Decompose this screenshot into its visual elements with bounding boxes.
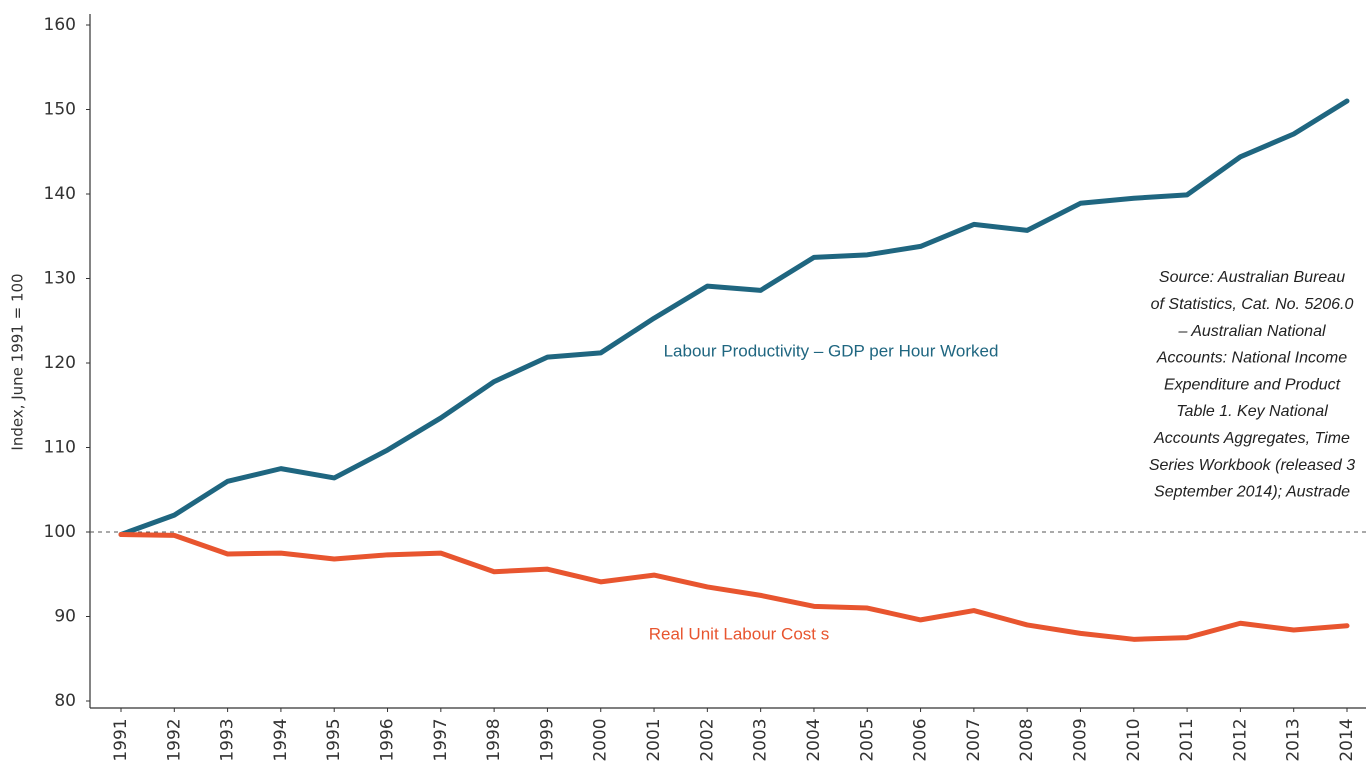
- x-tick-label: 2008: [1017, 718, 1037, 761]
- source-note: Accounts: National Income: [1156, 350, 1347, 367]
- y-tick-label: 90: [54, 607, 76, 627]
- series-line: [118, 532, 1350, 642]
- series-label: Labour Productivity – GDP per Hour Worke…: [664, 341, 999, 360]
- x-tick-label: 2002: [697, 718, 717, 761]
- x-tick-label: 2000: [591, 718, 611, 761]
- x-tick-label: 2005: [857, 718, 877, 761]
- source-note: Source: Australian Bureau: [1159, 269, 1345, 286]
- x-tick-label: 1998: [484, 718, 504, 761]
- x-tick-label: 1995: [324, 718, 344, 761]
- x-tick-label: 2011: [1177, 718, 1197, 761]
- source-note: Expenditure and Product: [1164, 376, 1341, 393]
- y-tick-label: 150: [44, 100, 76, 120]
- x-tick-label: 2012: [1230, 718, 1250, 761]
- series-line: [118, 98, 1350, 538]
- x-tick-label: 1999: [537, 718, 557, 761]
- source-note: – Australian National: [1177, 323, 1325, 340]
- y-tick-label: 130: [44, 269, 76, 289]
- x-tick-label: 2007: [964, 718, 984, 761]
- x-tick-label: 1997: [431, 718, 451, 761]
- x-tick-label: 2001: [644, 718, 664, 761]
- x-tick-label: 2014: [1337, 718, 1357, 761]
- source-note: Table 1. Key National: [1176, 403, 1328, 420]
- y-tick-label: 110: [44, 438, 76, 458]
- source-note: Series Workbook (released 3: [1149, 457, 1355, 474]
- series-label: Real Unit Labour Cost s: [649, 624, 829, 643]
- x-tick-label: 2009: [1070, 718, 1090, 761]
- x-tick-label: 2004: [804, 718, 824, 761]
- x-tick-label: 1993: [218, 718, 238, 761]
- x-tick-label: 1991: [111, 718, 131, 761]
- x-tick-label: 1996: [378, 718, 398, 761]
- y-tick-label: 120: [44, 353, 76, 373]
- y-tick-label: 100: [44, 522, 76, 542]
- x-tick-label: 2003: [751, 718, 771, 761]
- source-note: Accounts Aggregates, Time: [1153, 430, 1350, 447]
- y-tick-label: 80: [54, 691, 76, 711]
- x-tick-label: 2013: [1284, 718, 1304, 761]
- x-tick-label: 2006: [911, 718, 931, 761]
- y-tick-label: 160: [44, 15, 76, 35]
- source-note: September 2014); Austrade: [1154, 484, 1350, 501]
- x-tick-label: 2010: [1124, 718, 1144, 761]
- source-note: of Statistics, Cat. No. 5206.0: [1151, 296, 1354, 313]
- x-tick-label: 1992: [164, 718, 184, 761]
- x-tick-label: 1994: [271, 718, 291, 761]
- y-tick-label: 140: [44, 184, 76, 204]
- y-axis-label: Index, June 1991 = 100: [9, 273, 27, 450]
